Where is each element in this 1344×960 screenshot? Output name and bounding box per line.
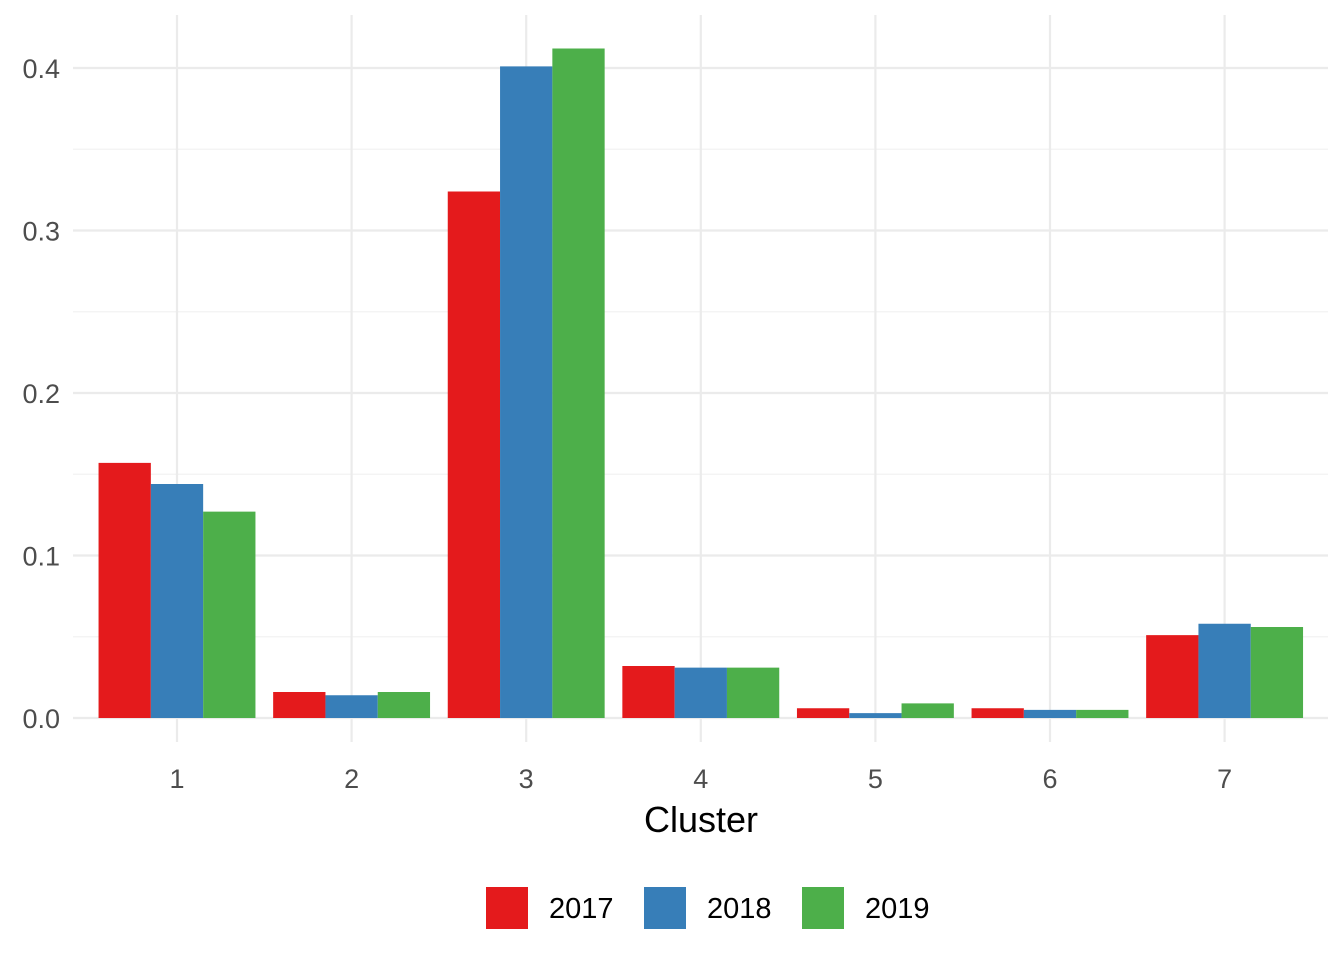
bar-2019-cluster-3 bbox=[552, 48, 605, 718]
bar-2018-cluster-1 bbox=[150, 484, 204, 718]
bar-2019-cluster-7 bbox=[1250, 627, 1304, 718]
x-tick-label: 1 bbox=[169, 764, 184, 794]
y-tick-label: 0.3 bbox=[22, 217, 60, 247]
x-tick-label: 5 bbox=[868, 764, 883, 794]
bar-2019-cluster-6 bbox=[1076, 709, 1129, 719]
bar-2018-cluster-2 bbox=[325, 695, 378, 718]
x-tick-label: 3 bbox=[519, 764, 534, 794]
bar-2018-cluster-5 bbox=[849, 713, 902, 719]
bar-2017-cluster-3 bbox=[447, 191, 501, 718]
x-tick-label: 7 bbox=[1217, 764, 1232, 794]
bar-2017-cluster-2 bbox=[273, 692, 326, 718]
legend-swatch-2018 bbox=[644, 887, 686, 929]
x-axis-title: Cluster bbox=[644, 799, 758, 840]
bar-2019-cluster-4 bbox=[726, 667, 780, 719]
bar-2018-cluster-7 bbox=[1198, 623, 1251, 718]
x-axis-ticks: 1 2 3 4 5 6 7 bbox=[169, 764, 1232, 794]
legend-label-2019: 2019 bbox=[865, 893, 930, 925]
y-tick-label: 0.2 bbox=[22, 379, 60, 409]
legend-label-2018: 2018 bbox=[707, 893, 772, 925]
bars bbox=[98, 48, 1304, 719]
x-tick-label: 4 bbox=[693, 764, 708, 794]
bar-2017-cluster-7 bbox=[1146, 635, 1199, 719]
legend-swatch-2017 bbox=[486, 887, 528, 929]
grid-lines bbox=[73, 15, 1328, 742]
y-tick-label: 0.4 bbox=[22, 54, 60, 84]
legend: 2017 2018 2019 bbox=[486, 887, 930, 929]
bar-2019-cluster-5 bbox=[901, 703, 954, 719]
y-tick-label: 0.0 bbox=[22, 704, 60, 734]
x-tick-label: 6 bbox=[1042, 764, 1057, 794]
bar-2018-cluster-3 bbox=[500, 66, 553, 719]
x-tick-label: 2 bbox=[344, 764, 359, 794]
bar-2017-cluster-1 bbox=[98, 462, 151, 719]
bar-2017-cluster-4 bbox=[622, 666, 675, 718]
bar-2018-cluster-4 bbox=[674, 667, 727, 719]
bar-2019-cluster-2 bbox=[377, 692, 431, 718]
legend-label-2017: 2017 bbox=[549, 893, 614, 925]
bar-2017-cluster-6 bbox=[971, 708, 1024, 718]
y-axis-ticks: 0.0 0.1 0.2 0.3 0.4 bbox=[22, 54, 60, 734]
legend-swatch-2019 bbox=[802, 887, 844, 929]
bar-2018-cluster-6 bbox=[1023, 709, 1077, 719]
bar-2019-cluster-1 bbox=[203, 511, 256, 719]
y-tick-label: 0.1 bbox=[22, 542, 60, 572]
bar-2017-cluster-5 bbox=[796, 708, 850, 718]
